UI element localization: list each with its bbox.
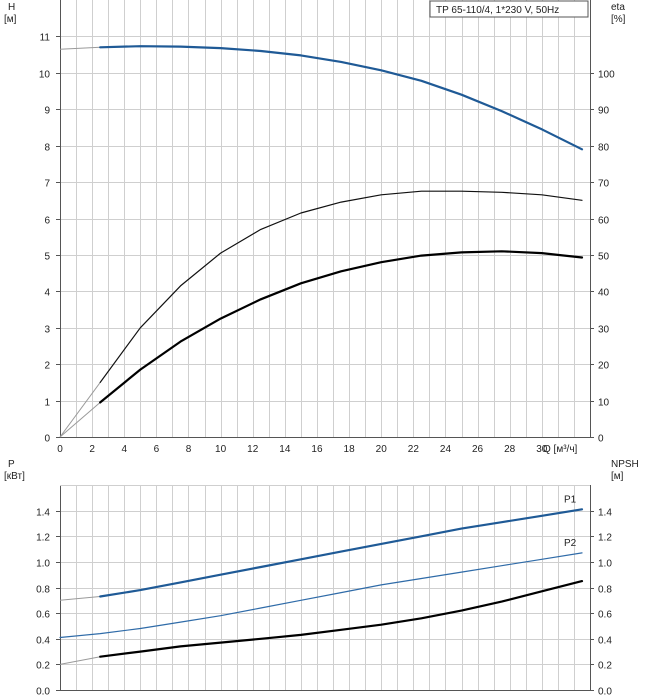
x-tick-label-10: 20 — [376, 444, 388, 455]
left-tick-label-4: 4 — [44, 288, 50, 299]
left-tick-label-5: 5 — [44, 252, 50, 263]
series-2-line — [99, 580, 584, 658]
right-axis-unit: [м] — [611, 471, 624, 482]
series-0-line — [99, 45, 584, 151]
right-tick-label-7: 70 — [598, 179, 610, 190]
right-tick-label-0: 0 — [598, 434, 604, 445]
series-0-line — [99, 508, 584, 598]
x-tick-label-12: 24 — [440, 444, 452, 455]
series-1-line — [59, 552, 583, 639]
left-tick-label-10: 10 — [39, 70, 51, 81]
left-tick-label-11: 11 — [40, 33, 51, 44]
left-tick-label-3: 3 — [44, 325, 50, 336]
left-tick-label-6: 1.2 — [36, 533, 50, 544]
x-tick-label-6: 12 — [247, 444, 259, 455]
x-tick-label-7: 14 — [279, 444, 291, 455]
x-tick-label-1: 2 — [89, 444, 95, 455]
left-tick-label-7: 7 — [44, 179, 50, 190]
right-tick-label-1: 10 — [598, 398, 610, 409]
title-box — [429, 0, 589, 18]
x-tick-label-9: 18 — [344, 444, 356, 455]
left-tick-label-5: 1.0 — [36, 559, 50, 570]
x-tick-label-0: 0 — [57, 444, 63, 455]
x-tick-label-11: 22 — [408, 444, 420, 455]
series-2-extension — [59, 656, 101, 665]
right-tick-label-6: 60 — [598, 216, 610, 227]
x-tick-label-8: 16 — [311, 444, 323, 455]
left-tick-label-3: 0.6 — [36, 610, 50, 621]
left-axis-title: P — [8, 459, 15, 470]
right-axis-title: eta — [611, 2, 625, 13]
series-1-line — [99, 190, 583, 383]
left-tick-label-4: 0.8 — [36, 585, 50, 596]
right-tick-label-2: 20 — [598, 361, 610, 372]
series-2-extension — [59, 402, 101, 438]
series-label-p1: P1 — [564, 494, 577, 505]
x-tick-label-14: 28 — [504, 444, 516, 455]
x-tick-label-5: 10 — [215, 444, 227, 455]
left-tick-label-2: 2 — [44, 361, 50, 372]
left-axis-unit: [м] — [4, 14, 17, 25]
series-2-line — [99, 250, 584, 404]
series-label-p2: P2 — [564, 538, 577, 549]
right-tick-label-6: 1.2 — [598, 533, 612, 544]
right-tick-label-5: 50 — [598, 252, 610, 263]
x-tick-label-13: 26 — [472, 444, 484, 455]
left-tick-label-0: 0.0 — [36, 687, 50, 698]
left-tick-label-9: 9 — [44, 106, 50, 117]
left-tick-label-7: 1.4 — [36, 508, 50, 519]
right-axis-title: NPSH — [611, 459, 639, 470]
right-tick-label-7: 1.4 — [598, 508, 612, 519]
right-tick-label-8: 80 — [598, 143, 610, 154]
left-tick-label-1: 1 — [44, 398, 50, 409]
right-tick-label-3: 0.6 — [598, 610, 612, 621]
left-tick-label-8: 8 — [44, 143, 50, 154]
right-tick-label-2: 0.4 — [598, 636, 612, 647]
right-tick-label-5: 1.0 — [598, 559, 612, 570]
left-axis-unit: [кВт] — [4, 471, 25, 482]
x-axis-title: Q [м³/ч] — [543, 444, 578, 455]
series-0-extension — [59, 596, 101, 601]
left-tick-label-6: 6 — [44, 216, 50, 227]
right-tick-label-0: 0.0 — [598, 687, 612, 698]
right-tick-label-9: 90 — [598, 106, 610, 117]
x-tick-label-3: 6 — [154, 444, 160, 455]
x-tick-label-15: 30 — [536, 444, 548, 455]
left-tick-label-0: 0 — [44, 434, 50, 445]
right-tick-label-10: 100 — [598, 70, 615, 81]
right-tick-label-1: 0.2 — [598, 661, 612, 672]
left-tick-label-1: 0.2 — [36, 661, 50, 672]
right-tick-label-3: 30 — [598, 325, 610, 336]
chart-title: TP 65-110/4, 1*230 V, 50Hz — [436, 5, 559, 16]
right-tick-label-4: 40 — [598, 288, 610, 299]
left-tick-label-2: 0.4 — [36, 636, 50, 647]
x-tick-label-2: 4 — [121, 444, 127, 455]
left-axis-title: H — [8, 2, 15, 13]
x-tick-label-4: 8 — [186, 444, 192, 455]
head-efficiency-panel: 012345678910110102030405060708090100H[м]… — [4, 0, 626, 455]
right-axis-unit: [%] — [611, 14, 626, 25]
series-1-extension — [59, 382, 101, 438]
right-tick-label-4: 0.8 — [598, 585, 612, 596]
power-npsh-panel: 0.0 0.2 0.4 0.6 0.8 1.0 1.2 1.4 0.0 0.2 0.4 0.6 0.8 1… — [4, 459, 639, 698]
series-0-extension — [59, 46, 101, 50]
